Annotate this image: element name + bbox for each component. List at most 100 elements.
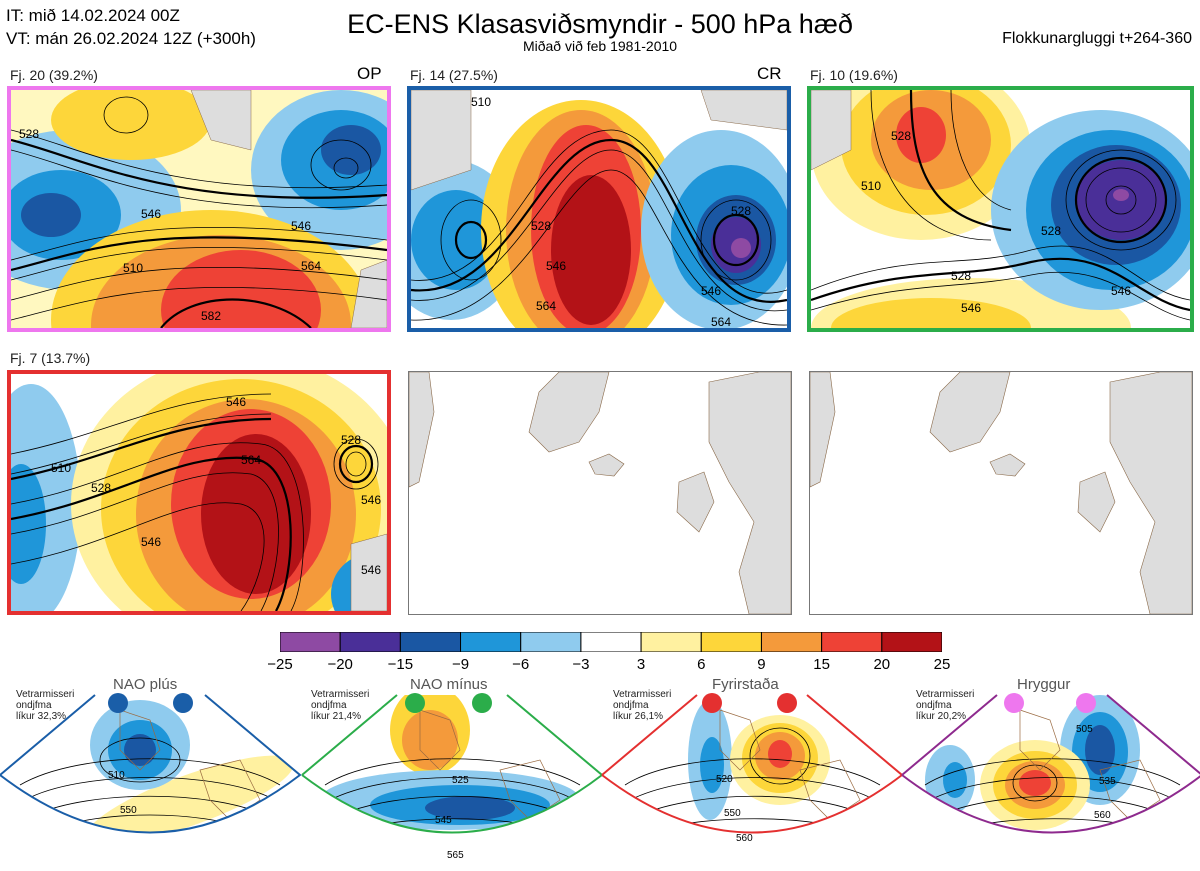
contour-label: 546 [961, 301, 981, 315]
regime-2-dot [472, 693, 492, 713]
regime-1-map [0, 695, 300, 833]
colorbar-tick-label: −6 [512, 656, 530, 673]
regime-1-season: Vetrarmisseri [16, 689, 75, 700]
empty-map-panel-5 [408, 371, 792, 615]
regime-4-probability: líkur 20,2% [916, 711, 967, 722]
colorbar-swatch [520, 631, 582, 653]
colorbar-swatch [760, 631, 823, 653]
colorbar-tick-label: −3 [572, 656, 590, 673]
colorbar-tick-label: 3 [636, 656, 646, 673]
contour-label: 546 [1111, 284, 1131, 298]
regime-3-dot [702, 693, 722, 713]
page-subtitle: Miðað við feb 1981-2010 [522, 38, 678, 54]
contour-label: 560 [736, 833, 753, 844]
colorbar-swatches [279, 631, 943, 653]
panel-4-label: Fj. 7 (13.7%) [10, 350, 91, 366]
colorbar-swatch [279, 631, 341, 653]
base-map-6 [810, 372, 1192, 614]
contour-label: 546 [141, 207, 161, 221]
contour-label: 564 [301, 259, 321, 273]
regime-2-frame [301, 694, 604, 834]
colorbar-tick-label: −20 [327, 656, 353, 673]
contour-label: 505 [1076, 724, 1093, 735]
cluster-map-1: 528 510 546 546 564 582 [11, 90, 387, 328]
contour-label: 535 [1099, 776, 1116, 787]
regime-4-dot [1004, 693, 1024, 713]
regime-4-map [902, 695, 1200, 833]
panel-1-label: Fj. 20 (39.2%) [10, 67, 98, 83]
contour-label: 510 [108, 770, 125, 781]
regime-1-dot [173, 693, 193, 713]
cluster-map-panel-2: 510 528 546 564 528 546 564 [407, 86, 791, 332]
colorbar-tick-label: −9 [451, 656, 470, 673]
contour-label: 510 [861, 179, 881, 193]
contour-label: 550 [724, 808, 741, 819]
colorbar-tick-label: 25 [933, 656, 951, 673]
valid-time: VT: mán 26.02.2024 12Z (+300h) [6, 29, 256, 48]
regime-4-title: Hryggur [1017, 676, 1071, 693]
regime-3-probability: líkur 26,1% [613, 711, 664, 722]
colorbar-tick-label: 9 [757, 656, 766, 673]
header-times: IT: mið 14.02.2024 00Z VT: mán 26.02.202… [6, 4, 256, 50]
regime-4-frame [901, 694, 1200, 834]
contour-label: 582 [201, 309, 221, 323]
regime-2-season: Vetrarmisseri [311, 689, 370, 700]
contour-label: 546 [141, 535, 161, 549]
regime-2-map [302, 695, 602, 833]
contour-label: 545 [435, 815, 452, 826]
regime-1-months: ondjfma [16, 700, 52, 711]
contour-label: 546 [546, 259, 566, 273]
contour-label: 528 [731, 204, 751, 218]
colorbar-tick-label: 20 [873, 656, 891, 673]
colorbar-swatch [700, 631, 762, 653]
colorbar-swatch [580, 631, 642, 653]
regime-2-probability: líkur 21,4% [311, 711, 362, 722]
contour-label: 550 [120, 805, 137, 816]
contour-label: 565 [447, 850, 464, 861]
contour-label: 528 [891, 129, 911, 143]
regime-4-season: Vetrarmisseri [916, 689, 975, 700]
regime-3-months: ondjfma [613, 700, 649, 711]
contour-label: 528 [1041, 224, 1061, 238]
colorbar-tick-label: −25 [267, 656, 293, 673]
regime-3-frame [601, 694, 904, 834]
contour-label: 564 [711, 315, 731, 328]
regime-1-title: NAO plús [113, 676, 178, 693]
colorbar-tick-label: 15 [813, 656, 830, 673]
base-map-5 [409, 372, 791, 614]
regime-2-dot [405, 693, 425, 713]
regime-1-probability: líkur 32,3% [16, 711, 67, 722]
panel-2-tag: CR [757, 64, 782, 83]
regime-1-frame [0, 694, 302, 834]
colorbar-tick-label: −15 [387, 656, 414, 673]
contour-label: 560 [1094, 810, 1111, 821]
colorbar-swatch [881, 631, 943, 653]
contour-label: 528 [531, 219, 551, 233]
regime-4-dot [1076, 693, 1096, 713]
contour-label: 546 [226, 395, 246, 409]
regime-4-stats: Vetrarmisseri ondjfma líkur 20,2% [916, 689, 974, 722]
cluster-map-panel-3: 510 528 528 546 528 546 [807, 86, 1194, 332]
colorbar-swatch [640, 631, 702, 653]
contour-label: 528 [341, 433, 361, 447]
colorbar [279, 631, 943, 653]
contour-label: 528 [91, 481, 111, 495]
regime-1-dot [108, 693, 128, 713]
colorbar-tick-label: 6 [697, 656, 706, 673]
contour-label: 525 [452, 775, 469, 786]
regime-1-stats: Vetrarmisseri ondjfma líkur 32,3% [16, 689, 74, 722]
regime-2-title: NAO mínus [410, 676, 488, 693]
colorbar-swatch [399, 631, 462, 653]
contour-label: 510 [123, 261, 143, 275]
panel-1-tag: OP [357, 64, 382, 83]
regime-2-stats: Vetrarmisseri ondjfma líkur 21,4% [311, 689, 369, 722]
colorbar-swatch [821, 631, 883, 653]
contour-label: 546 [361, 493, 381, 507]
contour-label: 546 [361, 563, 381, 577]
regime-3-title: Fyrirstaða [712, 676, 779, 693]
cluster-map-panel-1: 528 510 546 546 564 582 [7, 86, 391, 332]
cluster-map-panel-4: 510 528 546 546 564 528 546 546 [7, 370, 391, 615]
regime-2-months: ondjfma [311, 700, 347, 711]
contour-label: 510 [471, 95, 491, 109]
colorbar-swatch [460, 631, 522, 653]
